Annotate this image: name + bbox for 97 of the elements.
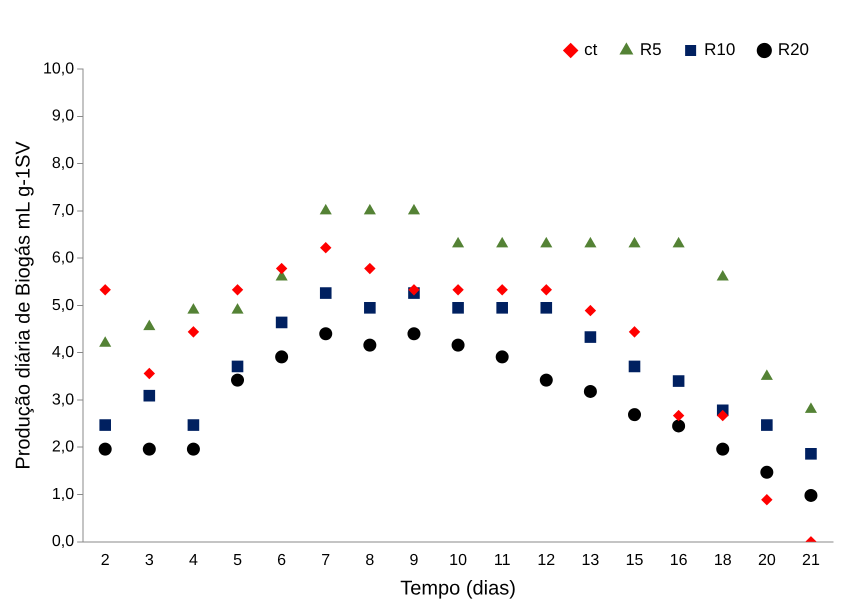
y-tick-label: 5,0	[52, 296, 74, 314]
y-tick-label: 8,0	[52, 154, 74, 172]
point	[231, 374, 244, 387]
point	[320, 242, 332, 254]
point	[496, 237, 508, 248]
y-tick-label: 9,0	[52, 108, 74, 125]
point	[142, 442, 156, 456]
y-tick-label: 3,0	[52, 391, 74, 408]
point	[144, 390, 156, 402]
point	[628, 237, 640, 248]
point	[584, 331, 596, 343]
x-axis-title: Tempo (dias)	[400, 578, 516, 600]
point	[100, 284, 111, 296]
point	[364, 302, 376, 314]
point	[144, 320, 155, 330]
x-tick-label: 3	[144, 552, 154, 569]
x-tick-label: 12	[537, 552, 556, 569]
point	[188, 326, 199, 338]
y-tick-label: 10,0	[43, 60, 74, 78]
point	[232, 360, 244, 372]
point	[496, 284, 508, 296]
legend-label: R20	[778, 40, 809, 60]
x-tick-label: 5	[233, 552, 242, 569]
point	[364, 263, 376, 274]
point	[452, 284, 464, 296]
point	[188, 419, 200, 431]
y-axis-title: Produção diária de Biogás mL g-1SV	[12, 140, 35, 470]
x-tick-label: 13	[582, 552, 600, 569]
point	[628, 360, 640, 372]
point	[673, 410, 684, 422]
y-tick-label: 7,0	[52, 202, 74, 220]
point	[629, 326, 640, 338]
point	[408, 284, 420, 296]
x-tick-label: 8	[365, 552, 374, 569]
point	[672, 375, 684, 387]
point	[98, 442, 112, 456]
point	[363, 338, 376, 352]
point	[100, 336, 111, 347]
x-tick-label: 21	[802, 552, 820, 569]
point	[452, 237, 464, 248]
x-tick-label: 2	[100, 552, 110, 569]
point	[232, 284, 244, 296]
point	[186, 442, 200, 456]
x-tick-label: 11	[494, 552, 511, 569]
point	[364, 204, 376, 214]
point	[584, 237, 596, 248]
point	[805, 448, 817, 460]
point	[672, 419, 686, 432]
y-tick-label: 6,0	[52, 250, 74, 267]
x-tick-label: 10	[449, 552, 468, 569]
x-tick-label: 18	[714, 552, 732, 569]
point	[804, 488, 818, 502]
point	[275, 350, 288, 364]
point	[407, 327, 420, 340]
point	[319, 327, 332, 340]
point	[452, 338, 465, 352]
point	[276, 316, 288, 328]
point	[584, 384, 597, 398]
point	[320, 287, 332, 299]
y-tick-label: 4,0	[52, 344, 74, 362]
point	[540, 237, 552, 248]
point	[716, 442, 730, 456]
point	[672, 237, 684, 248]
x-tick-label: 9	[410, 552, 419, 569]
point	[717, 270, 728, 281]
point	[628, 408, 642, 422]
y-tick-label: 2,0	[52, 438, 74, 456]
legend-label: R10	[704, 40, 736, 60]
point	[496, 350, 509, 364]
point	[717, 410, 728, 422]
x-tick-label: 16	[670, 552, 688, 569]
y-tick-label: 0,0	[52, 533, 74, 550]
x-tick-label: 15	[626, 552, 644, 569]
point	[452, 302, 464, 314]
point	[584, 305, 596, 316]
point	[540, 284, 552, 296]
point	[232, 304, 244, 314]
point	[761, 494, 772, 506]
legend-label: R5	[640, 40, 662, 60]
point	[761, 419, 773, 431]
point	[408, 204, 420, 214]
x-tick-label: 4	[188, 552, 198, 569]
point	[540, 302, 552, 314]
point	[540, 374, 553, 387]
point	[99, 419, 111, 431]
x-tick-label: 6	[277, 552, 286, 569]
point	[144, 368, 155, 379]
point	[188, 304, 200, 314]
x-tick-label: 7	[321, 552, 330, 569]
point	[320, 204, 332, 214]
x-tick-label: 20	[758, 552, 776, 569]
point	[496, 302, 508, 314]
point	[761, 370, 773, 380]
point	[760, 466, 774, 479]
y-tick-label: 1,0	[52, 486, 74, 503]
legend-label: ct	[584, 40, 598, 60]
point	[276, 263, 288, 274]
